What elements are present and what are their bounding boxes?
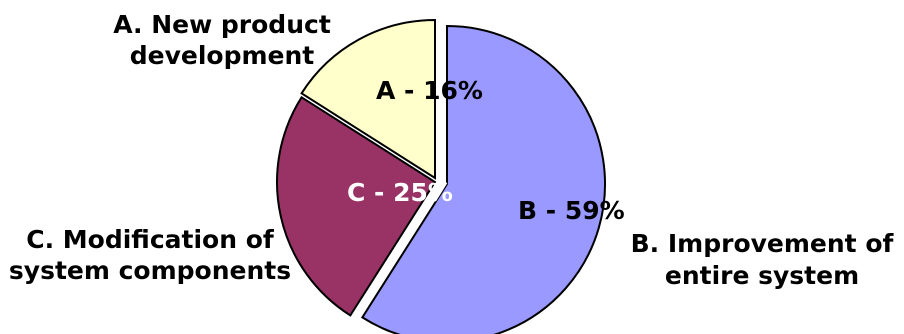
- category-label-line: B. Improvement of: [631, 229, 895, 258]
- slice-label-a: A - 16%: [376, 76, 483, 105]
- category-label-line: C. Modification of: [26, 225, 275, 254]
- category-label-line: system components: [9, 256, 291, 285]
- slice-label-b: B - 59%: [518, 196, 625, 225]
- pie-slice-c: [276, 95, 437, 317]
- category-label-a: A. New product development: [113, 10, 331, 70]
- category-label-line: A. New product: [113, 10, 331, 39]
- category-label-c: C. Modification of system components: [9, 225, 291, 285]
- category-label-line: entire system: [665, 261, 859, 290]
- pie-slice-b: [360, 24, 606, 334]
- pie-slice-a: [300, 18, 436, 180]
- category-label-b: B. Improvement of entire system: [631, 229, 895, 290]
- category-label-line: development: [130, 41, 315, 70]
- slice-label-c: C - 25%: [347, 178, 453, 207]
